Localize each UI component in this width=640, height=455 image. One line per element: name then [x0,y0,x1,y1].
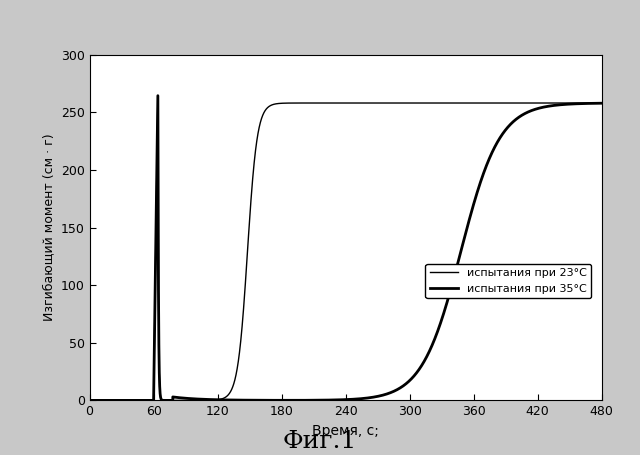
Legend: испытания при 23°C, испытания при 35°C: испытания при 23°C, испытания при 35°C [426,263,591,298]
X-axis label: Время, с;: Время, с; [312,424,379,438]
Y-axis label: Изгибающий момент (см · г): Изгибающий момент (см · г) [42,134,55,321]
Text: Фиг.1: Фиг.1 [283,430,357,453]
